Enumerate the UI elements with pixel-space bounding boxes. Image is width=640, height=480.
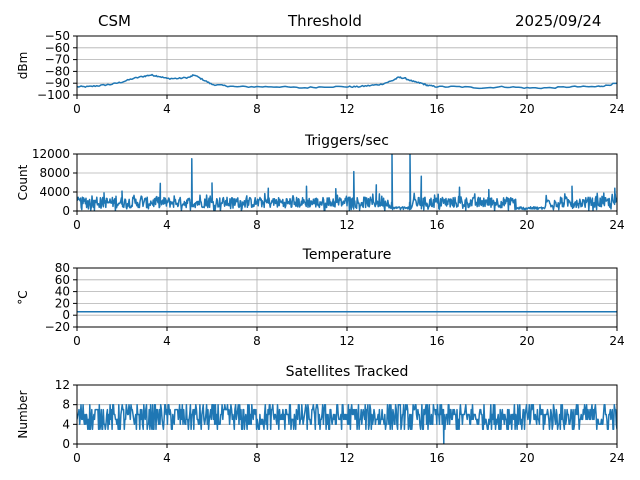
x-tick-label: 20 bbox=[519, 334, 534, 348]
y-tick-label: −50 bbox=[45, 29, 70, 43]
y-tick-label: 0 bbox=[62, 308, 70, 322]
x-tick-label: 4 bbox=[163, 451, 171, 465]
panel-threshold: 0 4 8 12 16 20 24 −50−60−70−80−90−100 dBm bbox=[16, 29, 625, 116]
x-tick-label: 12 bbox=[339, 102, 354, 116]
y-tick-label: −70 bbox=[45, 53, 70, 67]
y-tick-label: 20 bbox=[55, 296, 70, 310]
chart-title: Triggers/sec bbox=[304, 133, 389, 149]
x-tick-label: 24 bbox=[609, 102, 624, 116]
y-tick-label: −20 bbox=[45, 320, 70, 334]
x-tick-label: 0 bbox=[73, 218, 81, 232]
y-tick-label: 8000 bbox=[39, 166, 70, 180]
y-tick-label: 12000 bbox=[32, 147, 70, 161]
y-tick-label: 60 bbox=[55, 273, 70, 287]
x-tick-label: 4 bbox=[163, 218, 171, 232]
y-tick-label: 80 bbox=[55, 261, 70, 275]
panel-satellites: 0 4 8 12 16 20 24 0 4 8 12 Number Satellites Tracked bbox=[16, 364, 625, 465]
y-tick-label: −100 bbox=[37, 88, 70, 102]
y-axis-label: Number bbox=[16, 390, 30, 438]
y-tick-label: 4 bbox=[62, 417, 70, 431]
y-axis-label: dBm bbox=[16, 52, 30, 80]
series-line-threshold bbox=[77, 73, 617, 90]
threshold-title: Threshold bbox=[288, 12, 362, 30]
x-tick-label: 8 bbox=[253, 218, 261, 232]
x-tick-label: 16 bbox=[429, 102, 444, 116]
x-tick-label: 0 bbox=[73, 334, 81, 348]
x-tick-label: 16 bbox=[429, 334, 444, 348]
x-tick-label: 20 bbox=[519, 218, 534, 232]
x-tick-label: 8 bbox=[253, 102, 261, 116]
x-tick-label: 4 bbox=[163, 334, 171, 348]
chart-title: Satellites Tracked bbox=[286, 364, 409, 380]
x-tick-label: 12 bbox=[339, 334, 354, 348]
x-tick-label: 16 bbox=[429, 218, 444, 232]
station-label: CSM bbox=[98, 12, 131, 30]
series-line-satellites bbox=[77, 403, 617, 444]
x-tick-label: 20 bbox=[519, 102, 534, 116]
x-tick-label: 0 bbox=[73, 451, 81, 465]
x-tick-label: 20 bbox=[519, 451, 534, 465]
y-tick-label: −80 bbox=[45, 64, 70, 78]
y-axis-label: Count bbox=[16, 164, 30, 200]
y-tick-label: 8 bbox=[62, 398, 70, 412]
chart-title: Temperature bbox=[302, 247, 392, 263]
y-axis-label: °C bbox=[16, 290, 30, 304]
y-tick-label: −90 bbox=[45, 76, 70, 90]
y-tick-label: 0 bbox=[62, 437, 70, 451]
y-tick-label: 4000 bbox=[39, 185, 70, 199]
x-tick-label: 4 bbox=[163, 102, 171, 116]
x-tick-label: 16 bbox=[429, 451, 444, 465]
series-line-triggers bbox=[77, 154, 617, 211]
x-tick-label: 12 bbox=[339, 218, 354, 232]
y-tick-label: 0 bbox=[62, 204, 70, 218]
x-tick-label: 0 bbox=[73, 102, 81, 116]
y-tick-label: −60 bbox=[45, 41, 70, 55]
x-tick-label: 24 bbox=[609, 218, 624, 232]
y-tick-label: 12 bbox=[55, 378, 70, 392]
x-tick-label: 8 bbox=[253, 451, 261, 465]
x-tick-label: 24 bbox=[609, 334, 624, 348]
y-tick-label: 40 bbox=[55, 285, 70, 299]
x-tick-label: 8 bbox=[253, 334, 261, 348]
x-tick-label: 12 bbox=[339, 451, 354, 465]
date-label: 2025/09/24 bbox=[515, 12, 602, 30]
x-tick-label: 24 bbox=[609, 451, 624, 465]
